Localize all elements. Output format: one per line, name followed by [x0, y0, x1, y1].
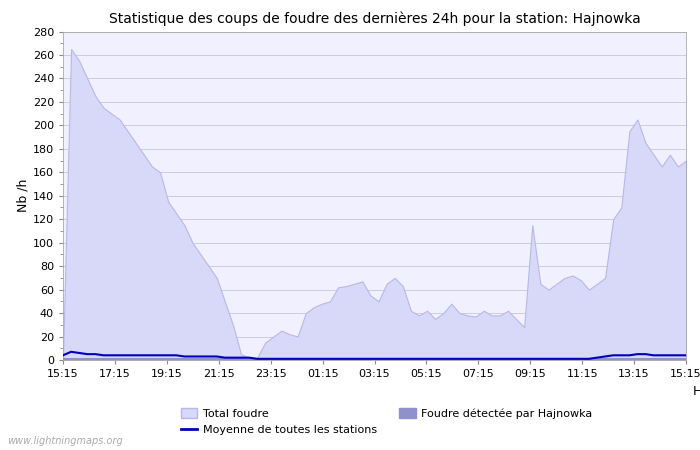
Legend: Total foudre, Moyenne de toutes les stations, Foudre détectée par Hajnowka: Total foudre, Moyenne de toutes les stat… — [181, 408, 593, 435]
Title: Statistique des coups de foudre des dernières 24h pour la station: Hajnowka: Statistique des coups de foudre des dern… — [108, 12, 640, 26]
Text: www.lightningmaps.org: www.lightningmaps.org — [7, 436, 122, 446]
Text: Heure: Heure — [693, 385, 700, 398]
Y-axis label: Nb /h: Nb /h — [17, 179, 30, 212]
